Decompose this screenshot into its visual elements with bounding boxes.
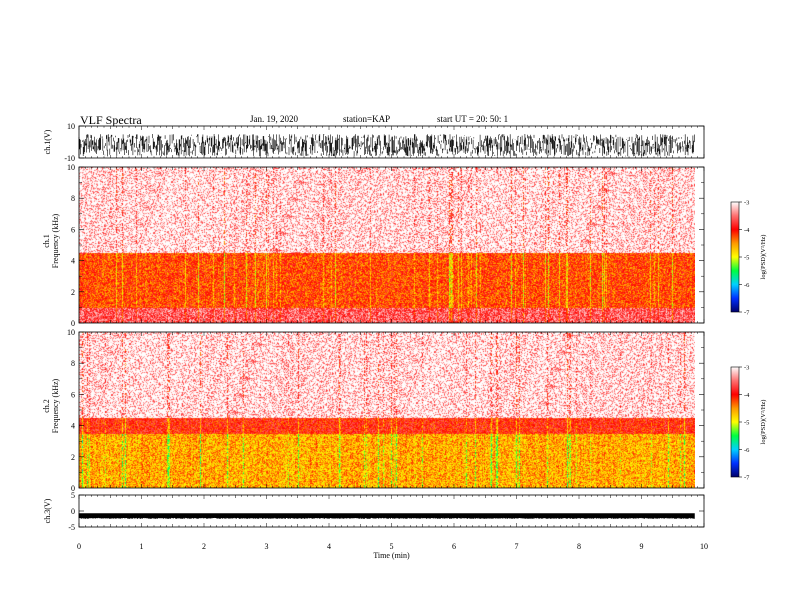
y-tick-label: 0 bbox=[71, 507, 75, 516]
y-axis-label: Frequency (kHz) bbox=[51, 378, 60, 433]
x-tick-label: 10 bbox=[700, 542, 708, 551]
y-tick-label: 4 bbox=[71, 257, 75, 266]
x-tick-label: 6 bbox=[452, 542, 456, 551]
ch3-waveform-line bbox=[78, 513, 695, 519]
station-label: station=KAP bbox=[343, 114, 391, 124]
x-tick-label: 5 bbox=[390, 542, 394, 551]
y-tick-label: 10 bbox=[67, 328, 75, 337]
x-tick-label: 0 bbox=[77, 542, 81, 551]
start-time-label: start UT = 20: 50: 1 bbox=[437, 114, 509, 124]
y-tick-label: 8 bbox=[71, 194, 75, 203]
figure-title: VLF Spectra bbox=[80, 113, 142, 127]
spectrogram-image-1 bbox=[79, 167, 695, 323]
x-tick-label: 2 bbox=[202, 542, 206, 551]
y-tick-label: 4 bbox=[71, 422, 75, 431]
colorbar-tick-label: -6 bbox=[744, 447, 750, 454]
y-axis-label: Frequency (kHz) bbox=[51, 213, 60, 268]
spectrogram-image-2 bbox=[79, 332, 695, 488]
x-tick-label: 9 bbox=[640, 542, 644, 551]
y-tick-label: 10 bbox=[67, 122, 75, 131]
y-tick-label: 10 bbox=[67, 163, 75, 172]
colorbar-tick-label: -4 bbox=[744, 227, 750, 234]
labels-layer: -3 -4 -5 -6 -7 log(PSD)(V²/Hz) -3 -4 -5 -6 -7 log(P… bbox=[42, 122, 767, 560]
y-axis-label: ch.2 bbox=[42, 399, 51, 413]
x-tick-label: 4 bbox=[327, 542, 331, 551]
y-tick-label: 2 bbox=[71, 288, 75, 297]
colorbar-tick-label: -6 bbox=[744, 282, 750, 289]
date-label: Jan. 19, 2020 bbox=[250, 114, 298, 124]
colorbar-tick-label: -3 bbox=[744, 365, 749, 372]
y-tick-label: 0 bbox=[71, 319, 75, 328]
colorbar-label: log(PSD)(V²/Hz) bbox=[760, 400, 767, 445]
colorbar-tick-label: -5 bbox=[744, 255, 749, 262]
colorbar-tick-label: -7 bbox=[744, 310, 750, 317]
colorbar-tick-label: -7 bbox=[744, 475, 750, 482]
colorbar-label: log(PSD)(V²/Hz) bbox=[760, 235, 767, 280]
y-axis-label: ch.1(V) bbox=[43, 129, 52, 154]
x-axis-label: Time (min) bbox=[373, 551, 410, 560]
spectrogram-layer bbox=[79, 167, 695, 488]
x-tick-label: 8 bbox=[577, 542, 581, 551]
y-tick-label: 5 bbox=[71, 491, 75, 500]
panel-frame-3 bbox=[78, 494, 705, 528]
ch1-waveform-line bbox=[78, 134, 695, 157]
colorbar-tick-label: -5 bbox=[744, 420, 749, 427]
y-tick-label: 0 bbox=[71, 484, 75, 493]
x-tick-label: 1 bbox=[140, 542, 144, 551]
y-axis-label: ch.1 bbox=[42, 234, 51, 248]
colorbar-tick-label: -4 bbox=[744, 392, 750, 399]
x-tick-label: 3 bbox=[265, 542, 269, 551]
colorbar-2 bbox=[730, 366, 740, 478]
y-tick-label: 6 bbox=[71, 390, 75, 399]
y-tick-label: 6 bbox=[71, 225, 75, 234]
y-axis-label: ch.3(V) bbox=[43, 498, 52, 523]
y-tick-label: -10 bbox=[64, 154, 75, 163]
y-tick-label: 2 bbox=[71, 453, 75, 462]
axes-layer bbox=[78, 125, 742, 528]
colorbar-tick-label: -3 bbox=[744, 200, 749, 207]
colorbar-1 bbox=[730, 201, 740, 313]
y-tick-label: -5 bbox=[68, 523, 75, 532]
x-tick-label: 7 bbox=[515, 542, 519, 551]
y-tick-label: 8 bbox=[71, 359, 75, 368]
